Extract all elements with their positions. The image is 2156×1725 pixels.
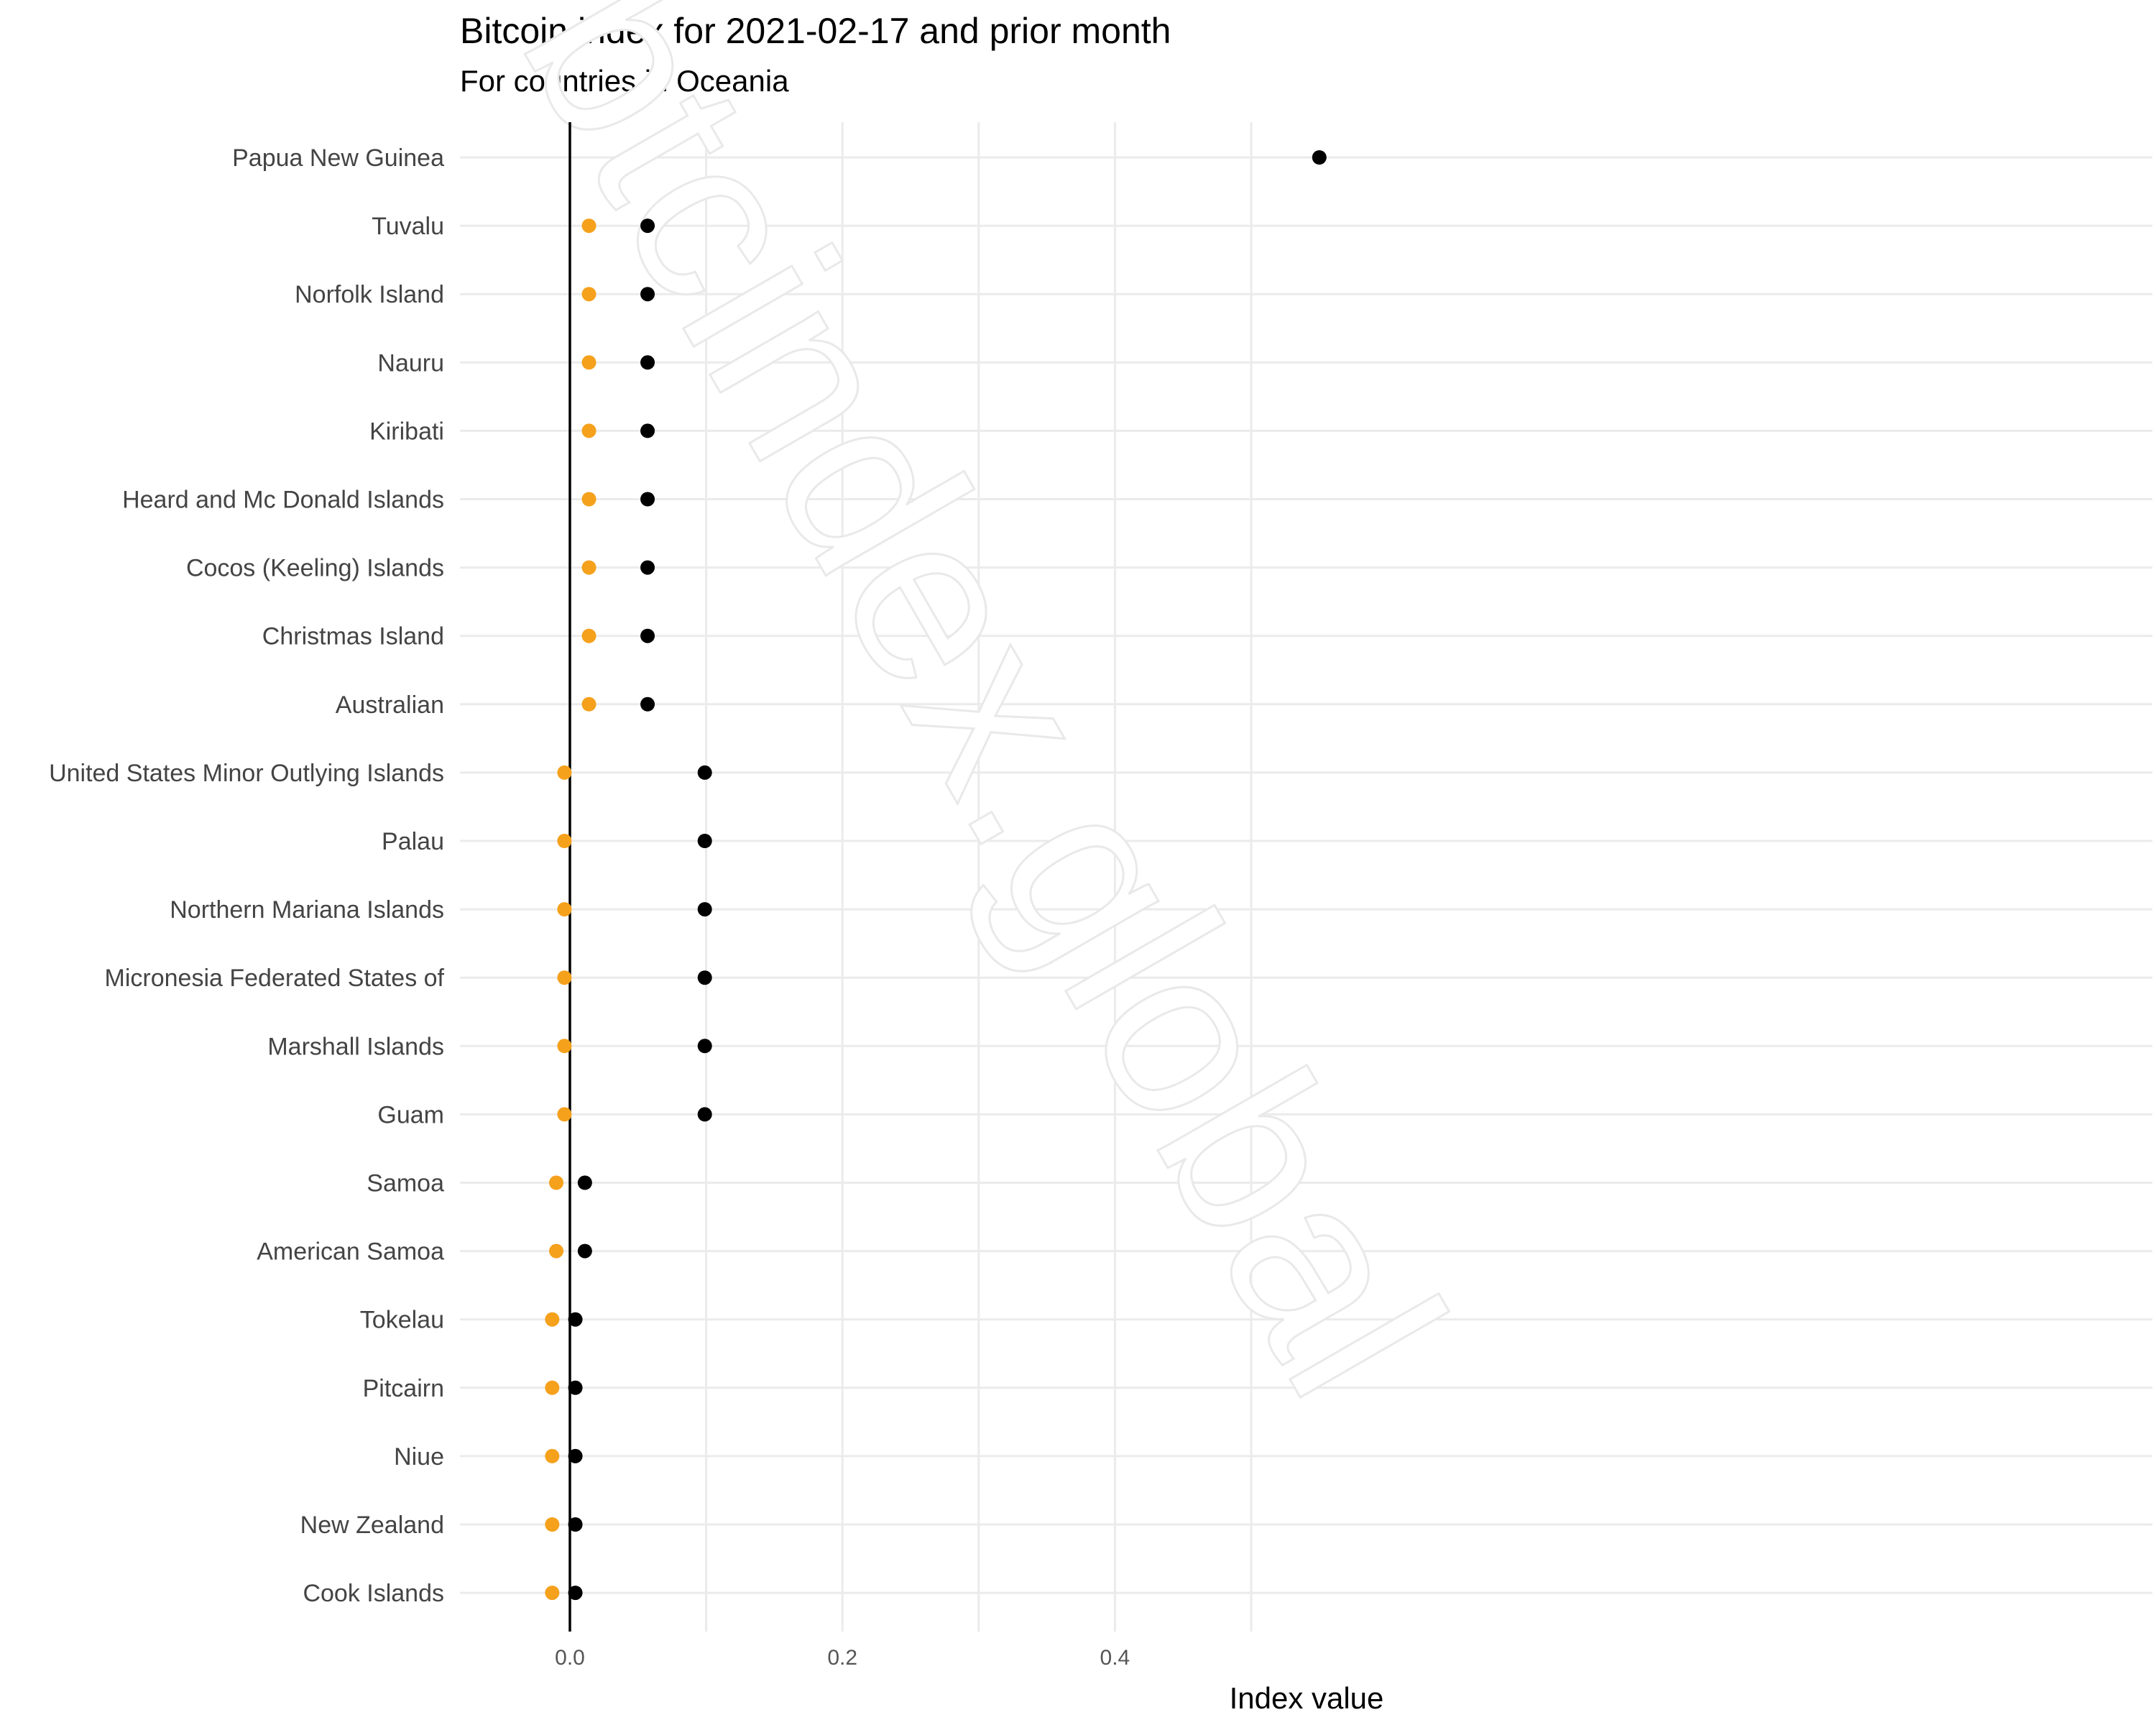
current-point: [577, 1243, 592, 1259]
current-point: [640, 218, 655, 234]
country-label: Palau: [382, 828, 444, 855]
x-tick-label: 0.2: [827, 1646, 857, 1670]
prior-month-point: [581, 287, 596, 302]
current-point: [697, 1039, 712, 1054]
prior-month-point: [581, 628, 596, 643]
grid-lines: [460, 122, 2152, 1632]
country-label: Norfolk Island: [295, 281, 444, 308]
chart-subtitle: For countries in Oceania: [460, 64, 789, 98]
country-label: Samoa: [367, 1170, 444, 1197]
country-label: New Zealand: [300, 1512, 444, 1539]
country-label: Australian: [336, 691, 444, 719]
current-point: [640, 355, 655, 370]
country-label: Northern Mariana Islands: [170, 896, 444, 924]
prior-month-point: [557, 970, 572, 985]
watermark-layer: btcindex.global: [471, 0, 1496, 1438]
x-tick-labels: 0.0 0.2 0.4: [555, 1646, 1130, 1670]
current-point: [697, 834, 712, 848]
prior-month-point: [581, 218, 596, 234]
x-tick-label: 0.4: [1100, 1646, 1130, 1670]
current-point: [568, 1448, 583, 1463]
country-label: Nauru: [377, 349, 444, 377]
prior-month-point: [549, 1243, 564, 1259]
prior-month-point: [557, 834, 572, 848]
current-point: [640, 560, 655, 575]
prior-month-point: [581, 355, 596, 370]
country-labels: Papua New Guinea Tuvalu Norfolk Island Naur…: [49, 144, 444, 1607]
prior-month-point: [557, 1107, 572, 1122]
country-label: Tokelau: [360, 1307, 444, 1334]
prior-month-point: [545, 1517, 560, 1532]
x-axis-label: Index value: [1230, 1681, 1384, 1715]
current-points: [568, 150, 1327, 1601]
current-point: [577, 1175, 592, 1190]
watermark: btcindex.global: [472, 0, 1494, 1437]
country-label: Micronesia Federated States of: [105, 965, 445, 992]
prior-month-point: [549, 1175, 564, 1190]
prior-month-point: [545, 1448, 560, 1463]
country-label: Cook Islands: [303, 1580, 444, 1607]
current-point: [568, 1312, 583, 1327]
prior-month-point: [581, 560, 596, 575]
chart-title: Bitcoin index for 2021-02-17 and prior m…: [460, 11, 1171, 51]
current-point: [640, 287, 655, 302]
country-label: Pitcairn: [363, 1375, 444, 1402]
current-point: [568, 1380, 583, 1395]
current-point: [697, 1107, 712, 1122]
prior-month-point: [545, 1586, 560, 1601]
country-label: United States Minor Outlying Islands: [49, 760, 444, 787]
current-point: [640, 492, 655, 507]
x-tick-label: 0.0: [555, 1646, 585, 1670]
prior-month-point: [545, 1312, 560, 1327]
current-point: [640, 628, 655, 643]
country-label: Guam: [377, 1101, 444, 1128]
prior-month-point: [557, 1039, 572, 1054]
current-point: [640, 423, 655, 438]
country-label: Papua New Guinea: [232, 144, 444, 172]
country-label: Niue: [394, 1443, 444, 1471]
country-label: American Samoa: [257, 1238, 444, 1266]
prior-month-point: [581, 423, 596, 438]
country-label: Marshall Islands: [267, 1033, 444, 1060]
country-label: Kiribati: [369, 418, 444, 445]
current-point: [568, 1586, 583, 1601]
current-point: [697, 902, 712, 917]
prior-month-point: [557, 902, 572, 917]
prior-month-point: [545, 1380, 560, 1395]
country-label: Christmas Island: [262, 623, 444, 650]
prior-month-point: [581, 492, 596, 507]
country-label: Cocos (Keeling) Islands: [186, 555, 444, 582]
prior-month-point: [581, 696, 596, 712]
prior-month-point: [557, 765, 572, 780]
current-point: [697, 970, 712, 985]
current-point: [568, 1517, 583, 1532]
current-point: [640, 696, 655, 712]
country-label: Heard and Mc Donald Islands: [122, 487, 444, 514]
country-label: Tuvalu: [372, 213, 444, 240]
current-point: [697, 765, 712, 780]
current-point: [1312, 150, 1327, 165]
prior-month-points: [545, 218, 596, 1601]
